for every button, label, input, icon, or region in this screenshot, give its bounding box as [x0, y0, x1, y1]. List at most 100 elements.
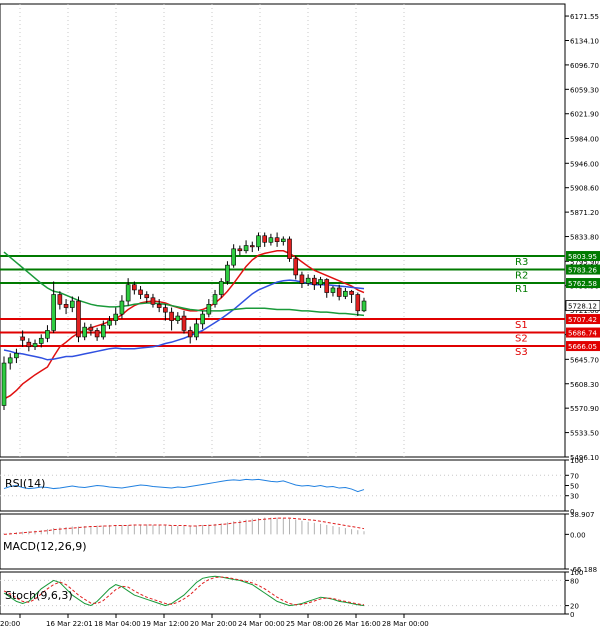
- time-label: 25 Mar 08:00: [286, 620, 333, 628]
- level-name-r3: R3: [515, 257, 528, 268]
- level-value-r2: 5783.26: [568, 267, 597, 275]
- bull-candle-body: [1, 362, 7, 406]
- level-tag-r2: [566, 264, 600, 275]
- candle: [51, 281, 56, 334]
- candle: [132, 281, 137, 295]
- candle: [281, 236, 286, 246]
- candle: [32, 339, 38, 351]
- bull-candle-body: [38, 337, 44, 344]
- candle: [150, 293, 156, 308]
- bear-candle-body: [132, 284, 137, 291]
- indicator-label: RSI(14): [5, 477, 45, 490]
- candle: [107, 316, 112, 330]
- candle: [330, 286, 336, 297]
- candle: [26, 338, 32, 352]
- price-axis-label: 6021.90: [570, 111, 599, 119]
- bull-candle-body: [225, 264, 230, 282]
- price-axis-label: 6096.70: [570, 62, 599, 70]
- candle: [349, 289, 354, 303]
- indicator-line-1: [3, 478, 365, 493]
- indicator-line-2: [3, 576, 365, 606]
- time-label: 18 Mar 04:00: [94, 620, 141, 628]
- current-price-label: 5728.12: [568, 303, 597, 311]
- moving-average-1: [3, 250, 365, 400]
- bull-candle-body: [125, 284, 131, 302]
- bull-candle-body: [361, 300, 367, 312]
- bull-candle-body: [268, 237, 274, 243]
- level-tag-s2: [566, 327, 600, 338]
- time-label: 16 Mar 22:01: [46, 620, 93, 628]
- candle: [231, 244, 236, 268]
- candle: [38, 334, 44, 348]
- candle: [212, 289, 218, 308]
- bull-candle-body: [107, 320, 112, 326]
- bull-candle-body: [32, 343, 38, 348]
- indicator-label: Stoch(9,6,3): [5, 589, 73, 602]
- price-axis-label: 5533.50: [570, 430, 599, 438]
- candle: [343, 287, 348, 300]
- bear-candle-body: [299, 274, 305, 284]
- bear-candle-body: [150, 297, 156, 305]
- level-value-s2: 5686.74: [568, 330, 597, 338]
- candle: [218, 278, 224, 298]
- candle: [94, 327, 100, 341]
- bull-candle-body: [218, 281, 224, 295]
- time-label: 26 Mar 16:00: [334, 620, 381, 628]
- bull-candle-body: [175, 315, 181, 321]
- bear-candle-body: [249, 245, 255, 248]
- bull-candle-body: [212, 294, 218, 305]
- candle: [138, 286, 143, 300]
- bull-candle-body: [69, 300, 75, 308]
- bull-candle-body: [206, 304, 212, 315]
- level-value-s1: 5707.42: [568, 316, 597, 324]
- moving-average-3: [3, 251, 365, 317]
- candle: [305, 274, 311, 287]
- bear-candle-body: [63, 304, 69, 308]
- time-label: 19 Mar 12:00: [142, 620, 189, 628]
- candle: [194, 318, 199, 341]
- candle: [119, 295, 125, 319]
- bear-candle-body: [287, 238, 292, 259]
- bear-candle-body: [163, 307, 168, 313]
- bull-candle-body: [119, 300, 125, 315]
- bear-candle-body: [181, 315, 187, 331]
- macd-panel: 38.907 0.00 -66.188 MACD(12,26,9): [0, 511, 597, 574]
- bear-candle-body: [293, 258, 299, 276]
- candle: [249, 241, 255, 253]
- bear-candle-body: [26, 341, 32, 348]
- level-tag-s1: [566, 314, 600, 325]
- candle: [57, 291, 63, 310]
- candle: [69, 296, 75, 313]
- candle: [200, 310, 205, 330]
- bear-candle-body: [324, 279, 330, 293]
- indicator-label: MACD(12,26,9): [3, 540, 87, 553]
- level-name-s1: S1: [515, 320, 528, 331]
- axis-label: 0: [570, 508, 574, 516]
- price-panel: 6171.55 6134.10 6096.70 6059.30 6021.90 5984.…: [0, 3, 600, 462]
- candle: [181, 310, 187, 334]
- level-value-r3: 5803.95: [568, 253, 597, 261]
- time-label: 28 Mar 00:00: [382, 620, 429, 628]
- bull-candle-body: [243, 245, 249, 252]
- bull-candle-body: [7, 357, 13, 364]
- candle: [243, 240, 249, 254]
- candle: [156, 299, 162, 313]
- time-label: 20 Mar 20:00: [190, 620, 237, 628]
- level-value-s3: 5666.05: [568, 343, 597, 351]
- current-price-tag: [565, 300, 600, 311]
- candle: [163, 304, 168, 321]
- candle: [125, 278, 131, 306]
- price-axis-label: 5946.00: [570, 160, 599, 168]
- indicator-line-1: [3, 575, 365, 607]
- candle: [63, 299, 69, 315]
- panel-frame: [0, 571, 566, 615]
- macd-signal-line: [3, 517, 365, 535]
- axis-label: 0: [570, 611, 574, 619]
- price-axis-label: 5496.10: [570, 454, 599, 462]
- candle: [187, 326, 193, 344]
- price-axis-label: 5908.60: [570, 185, 599, 193]
- bull-candle-body: [14, 352, 19, 359]
- candle: [1, 356, 7, 411]
- bear-candle-body: [312, 277, 317, 286]
